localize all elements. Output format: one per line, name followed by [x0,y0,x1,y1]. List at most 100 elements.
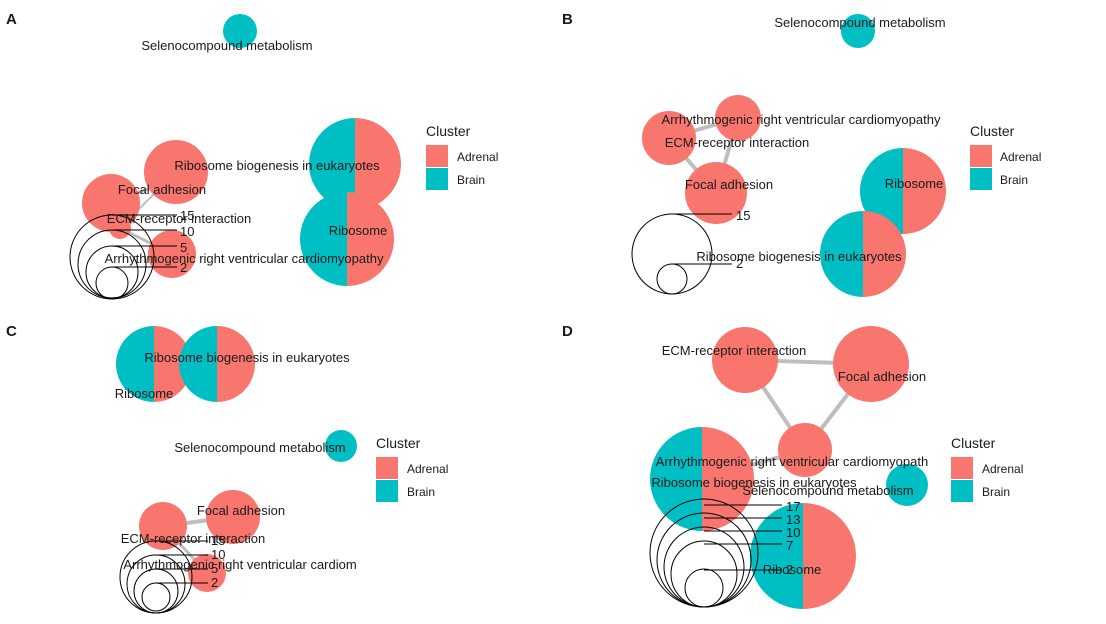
node-label: Ribosome biogenesis in eukaryotes [696,249,902,264]
legend-label: Brain [1000,173,1028,187]
pie-slice-adrenal [778,423,832,477]
node-label: Arrhythmogenic right ventricular cardiom… [656,454,928,469]
legend-title: Cluster [376,435,421,451]
size-label: 17 [786,499,800,514]
legend-title: Cluster [951,435,996,451]
size-label: 2 [180,260,187,275]
size-ring [119,540,193,614]
pie-slice-adrenal [154,326,192,402]
pie-slice-brain [309,118,355,210]
legend-swatch-adrenal [951,457,973,479]
panel-b: B 15 2 Selenocompound metabolism Arrhyth… [562,11,1041,297]
size-label: 10 [786,525,800,540]
panel-d: D 17 13 10 7 2 ECM-receptor inter [562,323,1023,609]
pie-slice-adrenal [863,211,906,297]
pie-slice-adrenal [355,118,401,210]
node-label: ECM-receptor interaction [121,531,266,546]
pie-slice-adrenal [903,148,946,234]
legend-label: Brain [407,485,435,499]
node-label: Selenocompound metabolism [174,440,345,455]
pie-slice-brain [841,14,875,48]
pie-slice-brain [116,326,154,402]
pie-slice-adrenal [712,327,778,393]
pie-slice-brain [179,326,217,402]
node-label: Selenocompound metabolism [742,483,913,498]
pie-slice-adrenal [144,140,208,204]
node-ribosome-biogenesis [820,211,906,297]
node-label: Selenocompound metabolism [774,15,945,30]
size-legend: 15 2 [631,208,750,295]
size-label: 13 [786,512,800,527]
node-ecm-receptor [109,217,131,239]
panel-tag-b: B [562,11,573,28]
node-label: ECM-receptor interaction [662,343,807,358]
size-label: 2 [211,575,218,590]
size-legend: 17 13 10 7 2 [649,498,800,608]
size-ring [133,568,179,614]
size-legend: 15 10 5 2 [119,533,225,614]
legend-title: Cluster [426,123,471,139]
pie-slice-brain [223,14,257,48]
node-label: Arrhythmogenic right ventricular cardiom… [662,112,941,127]
cluster-legend: Cluster Adrenal Brain [376,435,448,502]
node-label: Focal adhesion [838,369,926,384]
legend-label: Adrenal [407,462,448,476]
panel-a: A 15 10 5 2 Selenocompound metabolism Ri… [6,11,498,300]
size-ring [141,582,171,612]
size-label: 7 [786,538,793,553]
pie-slice-brain [886,464,928,506]
legend-label: Brain [982,485,1010,499]
legend-swatch-brain [970,168,992,190]
pie-slice-adrenal [833,326,909,402]
node-label: Ribosome [885,176,944,191]
legend-swatch-adrenal [970,145,992,167]
node-ribosome-biogenesis [309,118,401,210]
pie-slice-brain [325,430,357,462]
node-selenocompound [886,464,928,506]
legend-label: Adrenal [457,150,498,164]
size-ring [95,266,129,300]
node-focal-adhesion [685,162,747,224]
node-arrhythmogenic [778,423,832,477]
pie-slice-brain [300,192,347,286]
size-label: 5 [211,561,218,576]
pie-slice-brain [820,211,863,297]
pie-slice-brain [650,427,702,531]
panel-tag-d: D [562,323,573,340]
node-ecm-receptor [712,327,778,393]
size-label: 10 [211,547,225,562]
node-ribosome [116,326,192,402]
legend-label: Brain [457,173,485,187]
node-arrhythmogenic [148,230,196,278]
node-label: Arrhythmogenic right ventricular cardiom [123,557,356,572]
node-label: Selenocompound metabolism [141,38,312,53]
node-label: Ribosome [763,562,822,577]
node-arrhythmogenic [715,95,761,141]
size-label: 15 [180,208,194,223]
legend-label: Adrenal [982,462,1023,476]
node-label: Focal adhesion [685,177,773,192]
node-focal-adhesion [206,490,260,544]
size-label: 15 [736,208,750,223]
node-ribosome [300,192,394,286]
size-label: 2 [736,256,743,271]
size-ring [656,263,688,295]
node-ribosome [750,503,856,609]
cluster-legend: Cluster Adrenal Brain [951,435,1023,502]
panel-c: C 15 10 5 2 Ribosome Ribosome biogenesis… [6,323,448,614]
legend-title: Cluster [970,123,1015,139]
node-ribosome-biogenesis [179,326,255,402]
node-label: Arrhythmogenic right ventricular cardiom… [105,251,384,266]
node-label: Focal adhesion [118,182,206,197]
size-legend: 15 10 5 2 [69,208,194,300]
legend-label: Adrenal [1000,150,1041,164]
size-ring [663,526,745,608]
legend-swatch-adrenal [376,457,398,479]
node-label: Ribosome [329,223,388,238]
pie-slice-adrenal [347,192,394,286]
node-label: Ribosome biogenesis in eukaryotes [651,475,857,490]
pie-slice-adrenal [109,217,131,239]
node-selenocompound [325,430,357,462]
size-label: 10 [180,224,194,239]
node-label: ECM-receptor interaction [665,135,810,150]
